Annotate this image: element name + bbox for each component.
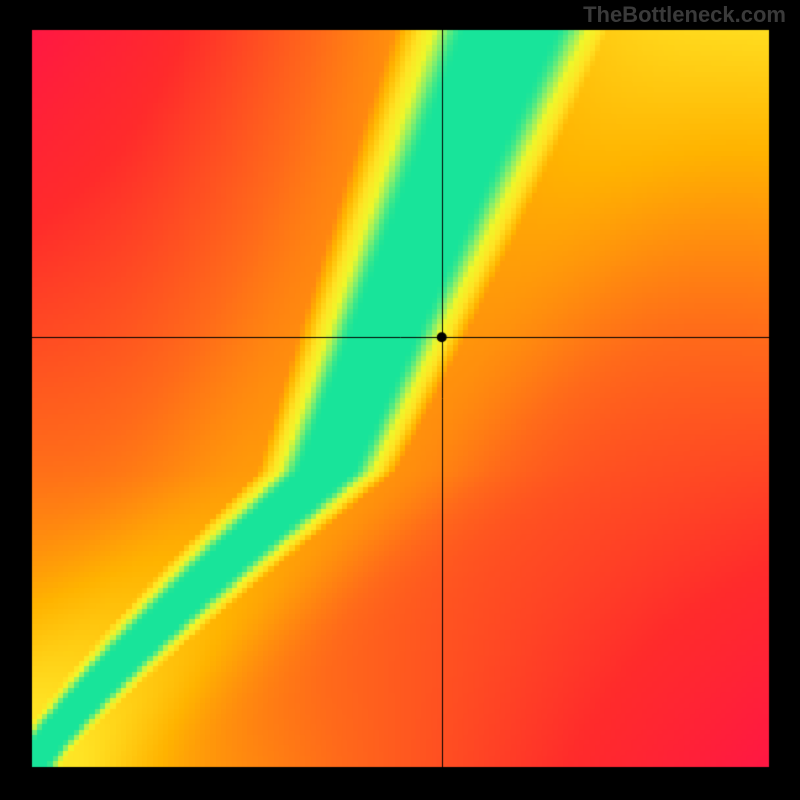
chart-container: TheBottleneck.com xyxy=(0,0,800,800)
bottleneck-heatmap xyxy=(0,0,800,800)
watermark-text: TheBottleneck.com xyxy=(583,2,786,28)
